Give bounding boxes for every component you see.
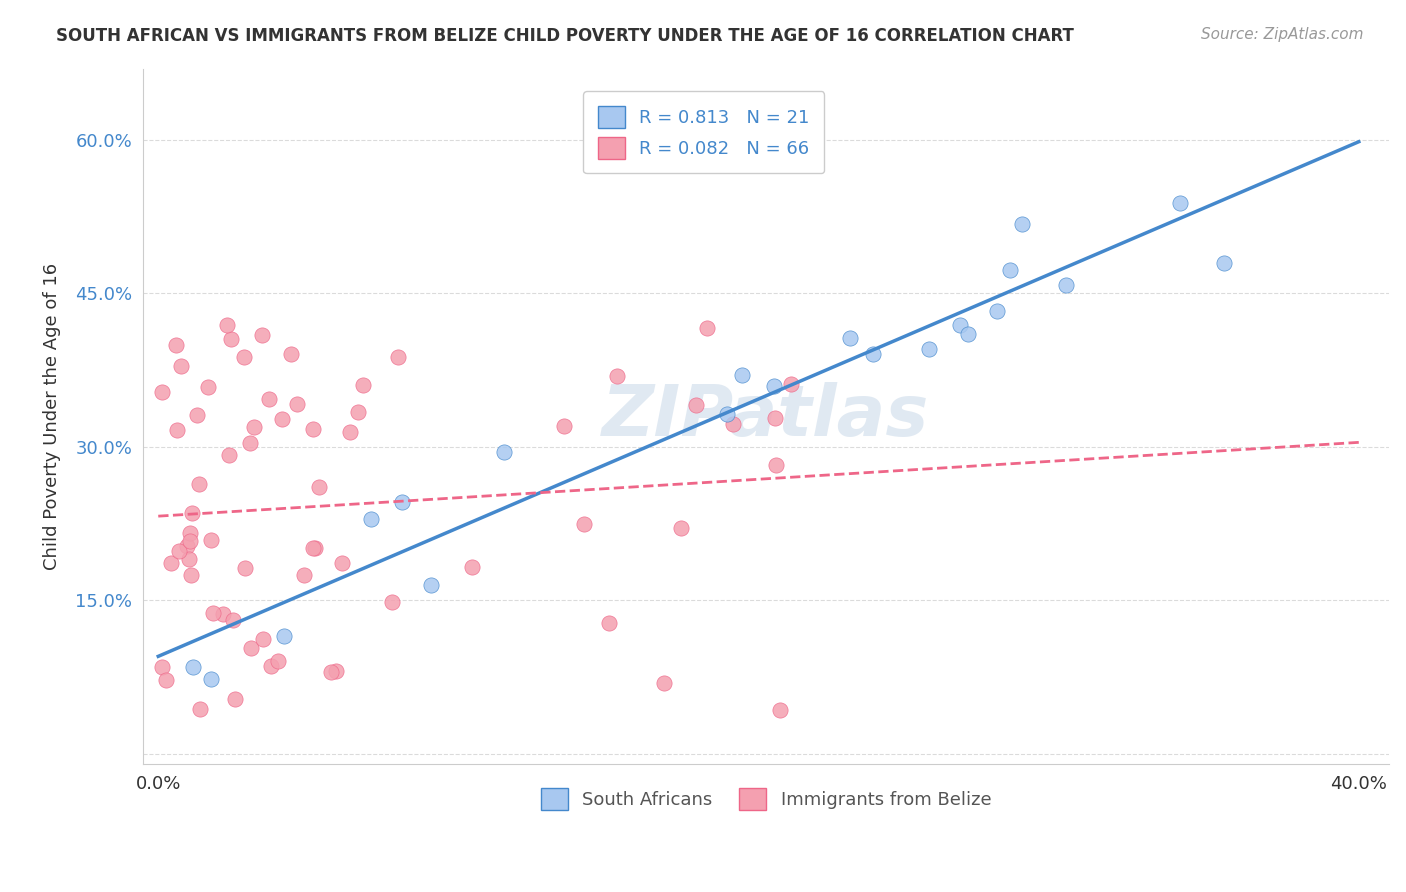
Text: ZIPatlas: ZIPatlas (602, 382, 929, 450)
Point (150, 660, 173, 674)
Point (685, 398, 707, 412)
Text: Source: ZipAtlas.com: Source: ZipAtlas.com (1201, 27, 1364, 42)
Point (319, 665, 342, 679)
Point (187, 477, 209, 491)
Point (232, 350, 254, 364)
Point (186, 409, 208, 423)
Point (197, 380, 219, 394)
Point (381, 595, 404, 609)
Point (301, 541, 323, 555)
Point (360, 512, 382, 526)
Point (200, 672, 222, 686)
Point (260, 658, 283, 673)
Point (257, 392, 280, 407)
Point (252, 632, 274, 646)
Point (180, 567, 202, 582)
Point (731, 368, 754, 382)
Y-axis label: Child Poverty Under the Age of 16: Child Poverty Under the Age of 16 (44, 262, 60, 570)
Point (387, 351, 409, 365)
Point (918, 342, 941, 356)
Point (763, 410, 786, 425)
Point (188, 702, 211, 716)
Point (1054, 277, 1077, 292)
Point (420, 578, 443, 592)
Point (553, 419, 575, 434)
Point (270, 412, 292, 426)
Point (723, 417, 745, 431)
Point (150, 384, 173, 399)
Point (1011, 217, 1033, 231)
Point (219, 332, 242, 346)
Point (250, 327, 273, 342)
Point (155, 673, 177, 687)
Point (243, 420, 266, 434)
Point (339, 425, 361, 439)
Point (862, 347, 884, 361)
Point (224, 692, 246, 706)
Point (166, 423, 188, 437)
Point (179, 552, 201, 566)
Point (200, 533, 222, 547)
Text: SOUTH AFRICAN VS IMMIGRANTS FROM BELIZE CHILD POVERTY UNDER THE AGE OF 16 CORREL: SOUTH AFRICAN VS IMMIGRANTS FROM BELIZE … (56, 27, 1074, 45)
Point (763, 379, 786, 393)
Point (765, 458, 787, 473)
Point (179, 526, 201, 541)
Point (949, 318, 972, 332)
Legend: South Africans, Immigrants from Belize: South Africans, Immigrants from Belize (526, 773, 1005, 824)
Point (716, 407, 738, 421)
Point (461, 560, 484, 574)
Point (696, 321, 718, 335)
Point (652, 675, 675, 690)
Point (165, 338, 187, 352)
Point (1212, 256, 1234, 270)
Point (598, 615, 620, 630)
Point (492, 445, 515, 459)
Point (240, 641, 263, 656)
Point (217, 318, 239, 333)
Point (267, 654, 290, 668)
Point (167, 544, 190, 558)
Point (233, 561, 256, 575)
Point (330, 557, 353, 571)
Point (218, 448, 240, 462)
Point (202, 606, 225, 620)
Point (1168, 196, 1191, 211)
Point (160, 556, 183, 570)
Point (957, 326, 980, 341)
Point (839, 331, 862, 345)
Point (302, 421, 325, 435)
Point (391, 495, 413, 509)
Point (239, 436, 262, 450)
Point (304, 541, 326, 556)
Point (769, 703, 792, 717)
Point (294, 568, 316, 582)
Point (352, 377, 374, 392)
Point (325, 664, 347, 678)
Point (170, 359, 193, 374)
Point (346, 405, 368, 419)
Point (273, 629, 295, 643)
Point (179, 534, 201, 549)
Point (212, 607, 235, 621)
Point (669, 521, 692, 535)
Point (181, 660, 204, 674)
Point (222, 614, 245, 628)
Point (780, 377, 803, 392)
Point (572, 516, 595, 531)
Point (280, 346, 302, 360)
Point (998, 262, 1021, 277)
Point (287, 397, 309, 411)
Point (606, 369, 628, 384)
Point (176, 540, 198, 554)
Point (180, 506, 202, 520)
Point (986, 303, 1008, 318)
Point (308, 480, 330, 494)
